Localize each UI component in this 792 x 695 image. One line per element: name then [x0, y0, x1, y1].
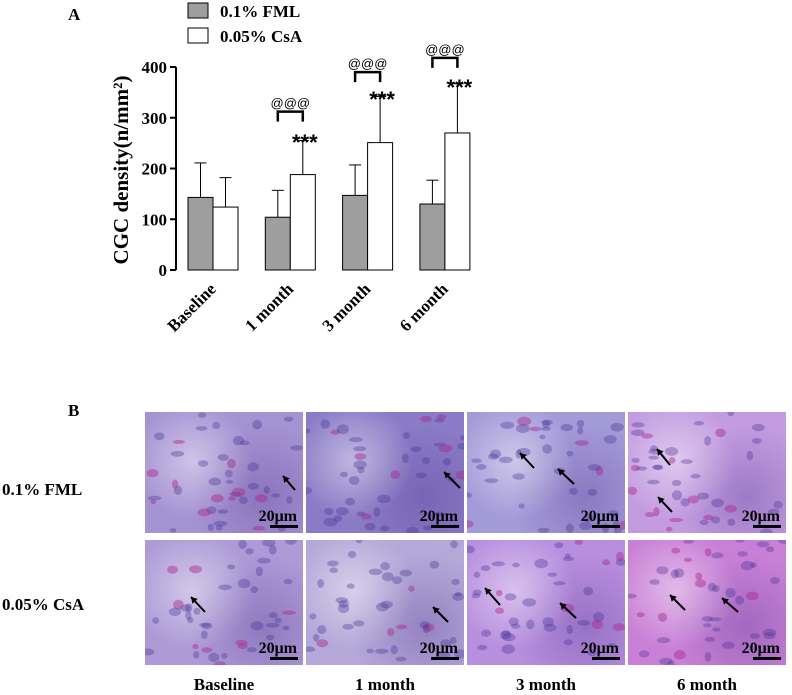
- micrograph-csa-3-month: 20μm: [467, 540, 625, 665]
- scale-label: 20μm: [580, 640, 619, 657]
- significance-annotations: @@@ *** @@@ *** @@@ ***: [271, 42, 473, 155]
- bar: [444, 132, 471, 271]
- y-axis: 0 100 200 300 400: [142, 58, 177, 280]
- scale-bar: [592, 657, 620, 660]
- arrow-head: [722, 598, 729, 605]
- significance-bracket: [431, 56, 459, 68]
- x-tick-label: 6 month: [396, 279, 452, 335]
- micrograph-csa-1-month: 20μm: [306, 540, 464, 665]
- arrow-head: [658, 497, 665, 504]
- arrow-head: [558, 469, 565, 476]
- panel-b-label: B: [68, 401, 80, 420]
- col-label-3-month: 3 month: [516, 675, 576, 694]
- cell-texture: [628, 412, 783, 533]
- scale-label: 20μm: [258, 508, 297, 525]
- scale-label: 20μm: [741, 508, 780, 525]
- y-tick-label: 200: [142, 160, 168, 179]
- bar: [264, 216, 291, 271]
- scale-bar: [431, 525, 459, 528]
- cell-texture: [306, 540, 464, 662]
- cgc-density-bar-chart: 0.1% FML 0.05% CsA 0 100 200 300 400 Baseline…: [109, 2, 473, 336]
- panel-a-label: A: [68, 5, 81, 24]
- scale-bar: [270, 657, 298, 660]
- col-label-6-month: 6 month: [677, 675, 737, 694]
- x-tick-label: 1 month: [241, 279, 297, 335]
- arrow-head: [657, 449, 664, 456]
- cell-texture: [628, 540, 786, 665]
- scale-label: 20μm: [580, 508, 619, 525]
- x-tick-label: Baseline: [164, 279, 220, 335]
- bar: [419, 203, 446, 271]
- arrow-head: [433, 607, 440, 614]
- micrograph-csa-baseline: 20μm: [145, 540, 303, 665]
- bracket-label: @@@: [348, 56, 388, 71]
- y-tick-label: 100: [142, 210, 168, 229]
- row-label-csa: 0.05% CsA: [2, 595, 85, 614]
- scale-label: 20μm: [419, 508, 458, 525]
- arrow-head: [520, 453, 527, 460]
- bar: [342, 194, 369, 271]
- chart-legend: 0.1% FML 0.05% CsA: [187, 2, 303, 46]
- significance-bracket: [276, 110, 305, 122]
- col-label-1-month: 1 month: [355, 675, 415, 694]
- significance-stars: ***: [369, 87, 395, 112]
- legend-swatch: [187, 2, 209, 19]
- scale-bar: [753, 657, 781, 660]
- legend-swatch: [187, 27, 209, 44]
- bar: [289, 174, 316, 271]
- arrow-head: [191, 597, 198, 604]
- y-tick-label: 400: [142, 58, 168, 77]
- cell-texture: [306, 414, 464, 533]
- significance-stars: ***: [447, 75, 473, 100]
- y-tick-label: 0: [159, 261, 168, 280]
- y-axis-label: CGC density(n/mm²): [109, 76, 133, 265]
- scale-label: 20μm: [741, 640, 780, 657]
- cell-texture: [467, 540, 625, 657]
- col-label-baseline: Baseline: [193, 675, 255, 694]
- arrow-head: [485, 588, 492, 595]
- bracket-label: @@@: [271, 96, 311, 111]
- y-tick-label: 300: [142, 109, 168, 128]
- scale-bar: [592, 525, 620, 528]
- scale-bar: [431, 657, 459, 660]
- scale-label: 20μm: [419, 640, 458, 657]
- row-label-fml: 0.1% FML: [2, 480, 83, 499]
- bar: [367, 142, 394, 271]
- micrograph-fml-baseline: 20μm: [145, 412, 303, 533]
- significance-stars: ***: [292, 130, 318, 155]
- legend-label: 0.05% CsA: [220, 27, 303, 46]
- cell-texture: [146, 412, 303, 533]
- bar: [187, 196, 214, 271]
- bar-series: Baseline 1 month 3 month 6 month: [164, 83, 471, 336]
- micrograph-csa-6-month: 20μm: [628, 540, 786, 665]
- scale-label: 20μm: [258, 640, 297, 657]
- arrow-head: [670, 595, 677, 602]
- micrograph-fml-6-month: 20μm: [628, 412, 786, 533]
- bracket-label: @@@: [425, 42, 465, 57]
- scale-bar: [270, 525, 298, 528]
- significance-bracket: [353, 70, 382, 83]
- cell-texture: [145, 540, 297, 665]
- micrograph-fml-3-month: 20μm: [467, 412, 625, 533]
- micrograph-fml-1-month: 20μm: [306, 412, 464, 533]
- arrow-head: [283, 476, 290, 483]
- arrow-head: [444, 472, 451, 479]
- bar: [212, 206, 239, 271]
- scale-bar: [753, 525, 781, 528]
- x-tick-label: 3 month: [319, 279, 375, 335]
- arrow-head: [560, 603, 567, 610]
- legend-label: 0.1% FML: [220, 2, 300, 21]
